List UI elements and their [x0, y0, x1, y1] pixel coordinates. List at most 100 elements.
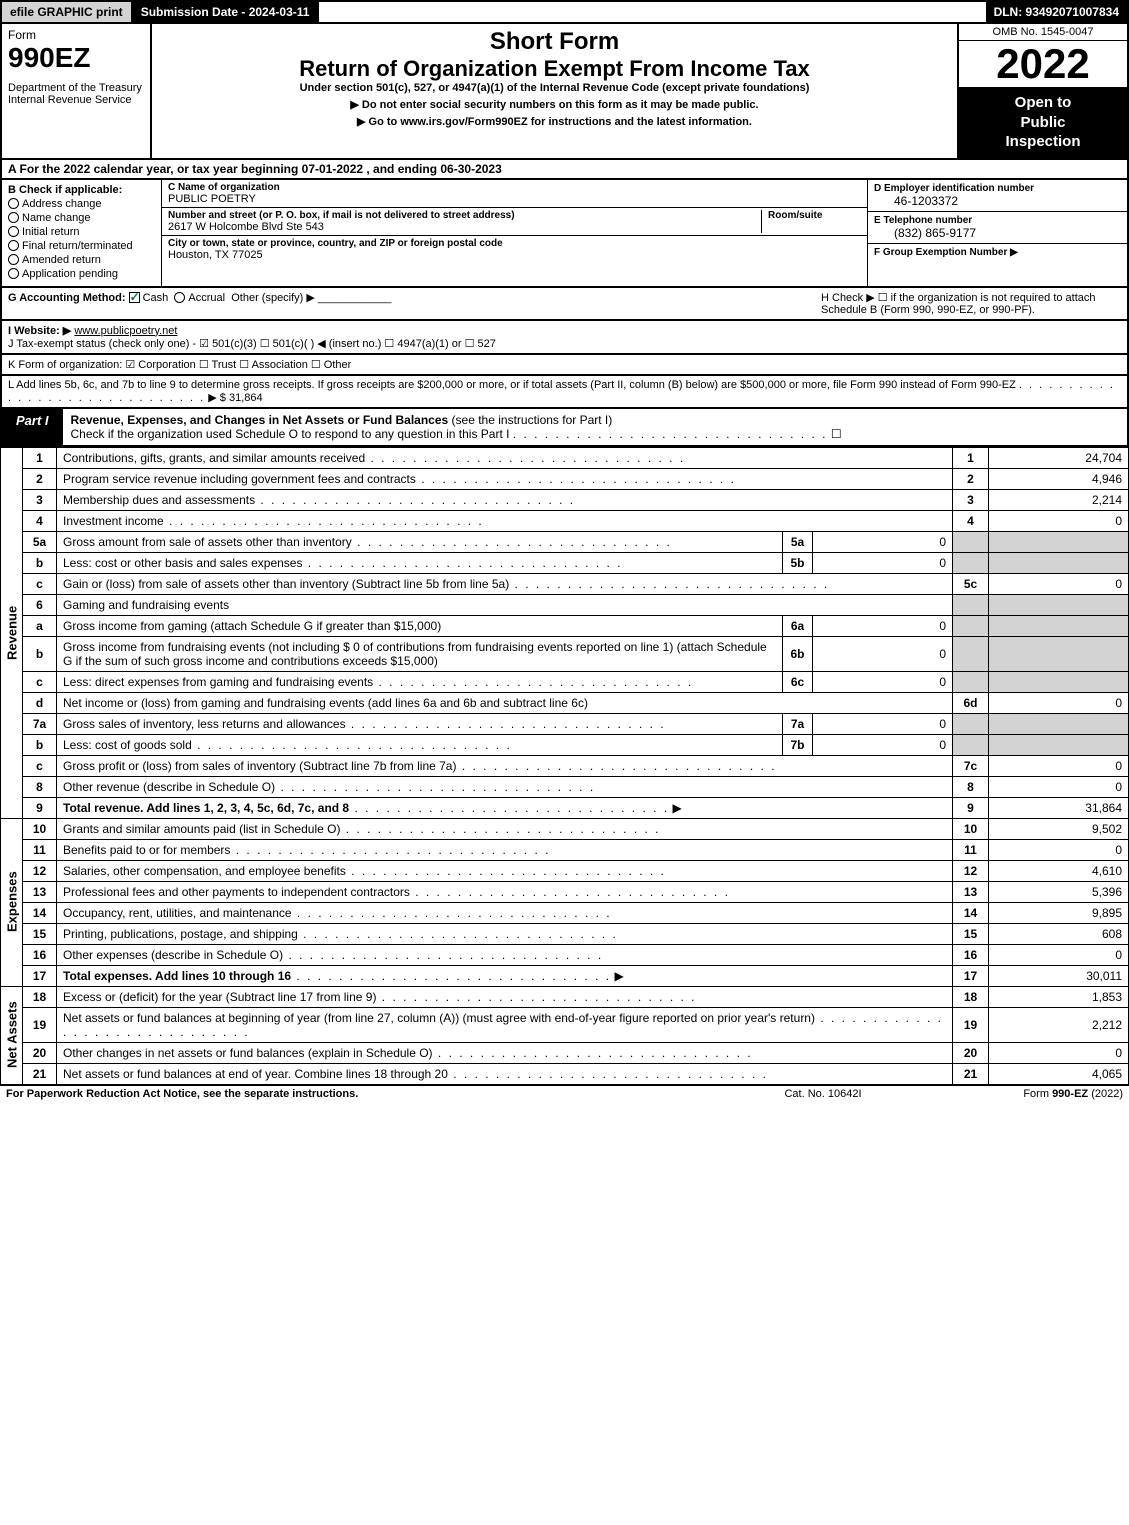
ein-label: D Employer identification number: [874, 183, 1121, 194]
sub: 6b: [783, 636, 813, 671]
sub: 7a: [783, 713, 813, 734]
form-label: Form: [8, 28, 144, 42]
num: 12: [23, 860, 57, 881]
amt: 2,214: [989, 489, 1129, 510]
chk-cash[interactable]: [129, 292, 140, 303]
part1-check-line: Check if the organization used Schedule …: [71, 427, 510, 441]
desc: Less: direct expenses from gaming and fu…: [57, 671, 783, 692]
num: 13: [23, 881, 57, 902]
line-8: 8 Other revenue (describe in Schedule O)…: [1, 776, 1129, 797]
amt-shaded: [989, 636, 1129, 671]
ref: 4: [953, 510, 989, 531]
short-form-title: Short Form: [160, 28, 949, 56]
amt: 0: [989, 692, 1129, 713]
line-1: Revenue 1 Contributions, gifts, grants, …: [1, 447, 1129, 468]
desc: Investment income: [57, 510, 953, 531]
phone-row: E Telephone number (832) 865-9177: [868, 212, 1127, 244]
line-16: 16 Other expenses (describe in Schedule …: [1, 944, 1129, 965]
desc: Professional fees and other payments to …: [57, 881, 953, 902]
desc: Other changes in net assets or fund bala…: [57, 1042, 953, 1063]
num: 14: [23, 902, 57, 923]
col-b-header: B Check if applicable:: [8, 184, 155, 196]
line-7a: 7a Gross sales of inventory, less return…: [1, 713, 1129, 734]
org-name: PUBLIC POETRY: [168, 193, 861, 205]
num: 18: [23, 986, 57, 1007]
ref-shaded: [953, 552, 989, 573]
ref: 7c: [953, 755, 989, 776]
goto-link[interactable]: ▶ Go to www.irs.gov/Form990EZ for instru…: [160, 115, 949, 128]
ref-shaded: [953, 713, 989, 734]
checkbox-icon: [8, 212, 19, 223]
ref-shaded: [953, 594, 989, 615]
line-18: Net Assets 18 Excess or (deficit) for th…: [1, 986, 1129, 1007]
no-ssn-warning: ▶ Do not enter social security numbers o…: [160, 98, 949, 111]
amt: 30,011: [989, 965, 1129, 986]
desc: Contributions, gifts, grants, and simila…: [57, 447, 953, 468]
subval: 0: [813, 713, 953, 734]
website-label: I Website: ▶: [8, 325, 71, 337]
room-label: Room/suite: [768, 210, 861, 221]
submission-date: Submission Date - 2024-03-11: [133, 2, 320, 22]
chk-initial-return[interactable]: Initial return: [8, 226, 155, 238]
desc: Total expenses. Add lines 10 through 16 …: [57, 965, 953, 986]
part1-header: Part I Revenue, Expenses, and Changes in…: [0, 409, 1129, 447]
amt: 0: [989, 839, 1129, 860]
chk-address-change[interactable]: Address change: [8, 198, 155, 210]
dept-treasury: Department of the Treasury: [8, 82, 144, 94]
amt: 24,704: [989, 447, 1129, 468]
num: 5a: [23, 531, 57, 552]
amt: 0: [989, 944, 1129, 965]
num: b: [23, 734, 57, 755]
desc: Gaming and fundraising events: [57, 594, 953, 615]
num: 10: [23, 818, 57, 839]
block-l: L Add lines 5b, 6c, and 7b to line 9 to …: [0, 376, 1129, 409]
desc: Benefits paid to or for members: [57, 839, 953, 860]
open-l3: Inspection: [1005, 133, 1080, 150]
chk-name-change[interactable]: Name change: [8, 212, 155, 224]
header-center: Short Form Return of Organization Exempt…: [152, 24, 957, 158]
chk-label: Address change: [22, 198, 102, 210]
g-accounting: G Accounting Method: Cash Accrual Other …: [8, 291, 821, 316]
amt: 5,396: [989, 881, 1129, 902]
part1-check-end: ☐: [831, 427, 842, 441]
desc: Gross income from fundraising events (no…: [57, 636, 783, 671]
city-label: City or town, state or province, country…: [168, 238, 861, 249]
footer-left: For Paperwork Reduction Act Notice, see …: [6, 1088, 723, 1100]
other-specify: Other (specify) ▶: [231, 292, 315, 304]
open-l2: Public: [1020, 114, 1065, 131]
ref: 8: [953, 776, 989, 797]
ein-val: 46-1203372: [874, 194, 1121, 208]
chk-label: Name change: [22, 212, 91, 224]
subval: 0: [813, 734, 953, 755]
topbar: efile GRAPHIC print Submission Date - 20…: [0, 0, 1129, 24]
tax-year: 2022: [959, 41, 1127, 87]
ref: 12: [953, 860, 989, 881]
header-right: OMB No. 1545-0047 2022 Open to Public In…: [957, 24, 1127, 158]
checkbox-icon: [8, 268, 19, 279]
desc: Net assets or fund balances at end of ye…: [57, 1063, 953, 1084]
org-name-row: C Name of organization PUBLIC POETRY: [162, 180, 867, 208]
ein-row: D Employer identification number 46-1203…: [868, 180, 1127, 212]
ref-shaded: [953, 531, 989, 552]
website-link[interactable]: www.publicpoetry.net: [74, 325, 177, 337]
chk-amended[interactable]: Amended return: [8, 254, 155, 266]
chk-final-return[interactable]: Final return/terminated: [8, 240, 155, 252]
block-l-text: L Add lines 5b, 6c, and 7b to line 9 to …: [8, 379, 1016, 391]
desc: Gross sales of inventory, less returns a…: [57, 713, 783, 734]
ref-shaded: [953, 734, 989, 755]
line-7b: b Less: cost of goods sold 7b 0: [1, 734, 1129, 755]
checkbox-icon: [8, 254, 19, 265]
num: 19: [23, 1007, 57, 1042]
open-l1: Open to: [1015, 94, 1072, 111]
ref: 3: [953, 489, 989, 510]
num: 15: [23, 923, 57, 944]
chk-accrual[interactable]: [174, 292, 185, 303]
line-3: 3 Membership dues and assessments 3 2,21…: [1, 489, 1129, 510]
chk-app-pending[interactable]: Application pending: [8, 268, 155, 280]
line-6d: d Net income or (loss) from gaming and f…: [1, 692, 1129, 713]
line-11: 11 Benefits paid to or for members 11 0: [1, 839, 1129, 860]
block-l-amount: ▶ $ 31,864: [208, 392, 262, 404]
line-6b: b Gross income from fundraising events (…: [1, 636, 1129, 671]
sub: 6a: [783, 615, 813, 636]
line-6c: c Less: direct expenses from gaming and …: [1, 671, 1129, 692]
